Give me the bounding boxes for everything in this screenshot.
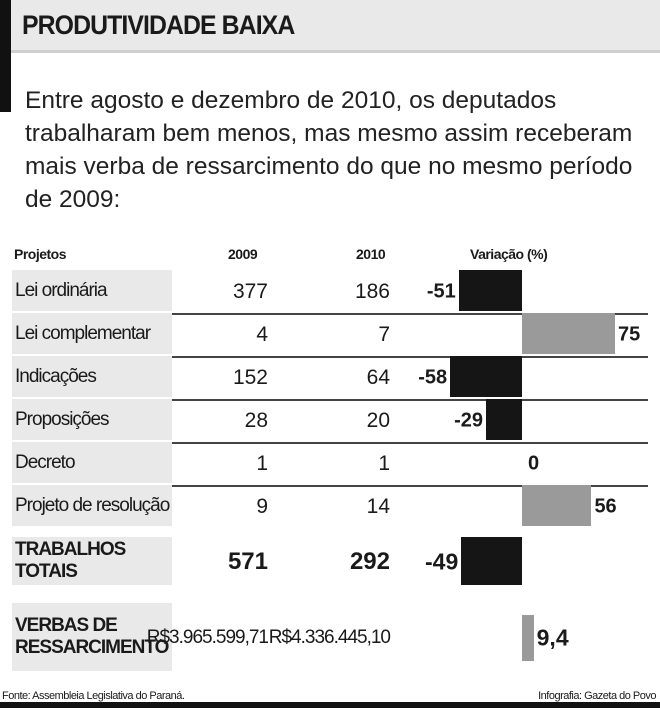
value-2010: 14 (366, 494, 390, 518)
value-2009: 152 (232, 365, 268, 389)
title-bar (0, 0, 660, 53)
header-projetos: Projetos (14, 246, 67, 262)
variation-label: 56 (594, 495, 617, 517)
value-2010: 64 (366, 365, 390, 389)
row-label: Proposições (12, 399, 172, 440)
row-label: Indicações (12, 356, 172, 397)
value-2010: 292 (349, 548, 390, 575)
variation-bar (522, 615, 534, 661)
variation-bar (461, 537, 522, 585)
variation-bar (522, 485, 592, 526)
value-2009: 377 (232, 279, 268, 303)
row-label: VERBAS DE RESSARCIMENTO (12, 603, 172, 671)
row-label: Projeto de resolução (12, 485, 172, 526)
header-2009: 2009 (228, 246, 258, 262)
table-row: Decreto 1 1 0 (12, 442, 648, 487)
value-2010: 1 (378, 451, 390, 475)
variation-label: 0 (528, 452, 540, 474)
totals-row: TRABALHOS TOTAIS 571 292 -49 (12, 537, 648, 587)
variation-bar (458, 270, 522, 311)
value-2009: 4 (256, 322, 268, 346)
table-row: Indicações 152 64 -58 (12, 356, 648, 401)
table-row: Lei complementar 4 7 75 (12, 313, 648, 358)
row-label: TRABALHOS TOTAIS (12, 537, 172, 585)
value-2009: 571 (227, 548, 268, 575)
accent-bar (0, 0, 11, 112)
credit-note: Infografia: Gazeta do Povo (538, 690, 656, 702)
variation-bar (522, 313, 615, 354)
header-2010: 2010 (356, 246, 386, 262)
variation-label: -49 (425, 548, 459, 575)
verbas-row: VERBAS DE RESSARCIMENTO R$3.965.599,71 R… (12, 603, 648, 673)
source-note: Fonte: Assembleia Legislativa do Paraná. (2, 690, 185, 702)
value-2009: 9 (256, 494, 268, 518)
value-2010: 20 (366, 408, 390, 432)
row-label: Decreto (12, 442, 172, 483)
intro-text: Entre agosto e dezembro de 2010, os depu… (25, 87, 633, 213)
value-2009: R$3.965.599,71 (146, 627, 269, 648)
row-label: Lei complementar (12, 313, 172, 354)
table-row: Lei ordinária 377 186 -51 (12, 270, 648, 315)
bottom-rule (0, 702, 660, 708)
value-2009: 28 (244, 408, 268, 432)
variation-label: -58 (418, 366, 448, 388)
variation-bar (486, 399, 522, 440)
table-row: Projeto de resolução 9 14 56 (12, 485, 648, 528)
variation-label: -29 (454, 409, 484, 431)
value-2010: 7 (378, 322, 390, 346)
table-row: Proposições 28 20 -29 (12, 399, 648, 444)
variation-label: -51 (426, 280, 456, 302)
value-2009: 1 (256, 451, 268, 475)
variation-label: 75 (618, 323, 641, 345)
value-2010: 186 (354, 279, 390, 303)
row-label: Lei ordinária (12, 270, 172, 311)
value-2010: R$4.336.445,10 (268, 627, 391, 648)
header-variacao: Variação (%) (470, 246, 548, 262)
page-title: PRODUTIVIDADE BAIXA (22, 10, 295, 40)
variation-bar (450, 356, 522, 397)
variation-label: 9,4 (536, 624, 569, 651)
